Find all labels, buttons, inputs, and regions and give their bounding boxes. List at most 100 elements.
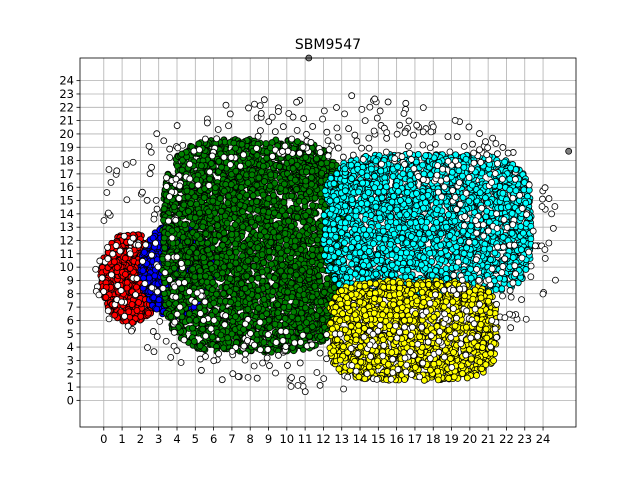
data-point bbox=[278, 207, 286, 215]
data-point bbox=[209, 197, 217, 205]
data-point bbox=[140, 274, 147, 282]
data-point bbox=[224, 199, 232, 207]
data-point bbox=[272, 282, 280, 290]
data-point bbox=[253, 198, 261, 206]
data-point bbox=[246, 240, 254, 248]
data-point bbox=[277, 255, 285, 263]
data-point bbox=[226, 262, 234, 270]
data-point bbox=[192, 316, 200, 324]
data-point bbox=[276, 163, 283, 170]
data-point bbox=[252, 256, 260, 263]
data-point bbox=[213, 215, 221, 223]
data-point bbox=[295, 232, 303, 240]
data-point bbox=[291, 176, 299, 184]
data-point bbox=[208, 286, 216, 293]
data-points bbox=[92, 54, 573, 396]
data-point bbox=[294, 315, 302, 323]
data-point bbox=[296, 286, 304, 294]
data-point bbox=[123, 284, 131, 292]
data-point bbox=[296, 324, 304, 332]
data-point bbox=[317, 298, 325, 306]
data-point bbox=[191, 214, 199, 222]
data-point bbox=[249, 192, 257, 200]
data-point bbox=[183, 187, 191, 195]
data-point bbox=[135, 299, 142, 306]
data-point bbox=[145, 309, 152, 317]
data-point bbox=[133, 283, 140, 291]
data-point bbox=[254, 286, 262, 294]
data-point bbox=[102, 293, 110, 301]
data-point bbox=[250, 262, 258, 270]
data-point bbox=[196, 209, 204, 217]
data-point bbox=[239, 243, 247, 250]
data-point bbox=[196, 267, 204, 275]
data-point bbox=[271, 179, 279, 187]
data-point bbox=[319, 316, 327, 324]
data-point bbox=[281, 230, 289, 237]
data-point bbox=[228, 231, 236, 238]
data-point bbox=[193, 231, 201, 239]
data-point bbox=[281, 314, 289, 322]
data-point bbox=[246, 205, 254, 213]
data-point bbox=[269, 288, 277, 295]
data-point bbox=[318, 169, 326, 177]
data-point bbox=[203, 278, 211, 286]
data-point bbox=[254, 292, 262, 300]
data-point bbox=[309, 252, 316, 259]
data-point bbox=[267, 238, 275, 246]
data-point bbox=[258, 268, 266, 276]
data-point bbox=[200, 254, 207, 262]
data-point bbox=[303, 319, 310, 327]
data-point bbox=[220, 229, 228, 237]
data-point bbox=[189, 265, 197, 273]
data-point bbox=[117, 308, 125, 316]
data-point bbox=[235, 173, 243, 181]
data-point bbox=[280, 180, 288, 188]
data-point bbox=[292, 298, 300, 306]
data-point bbox=[291, 237, 299, 245]
data-point bbox=[161, 244, 169, 252]
data-point bbox=[270, 191, 277, 199]
data-point bbox=[258, 251, 266, 259]
data-point bbox=[126, 264, 134, 272]
data-point bbox=[272, 221, 280, 229]
data-point bbox=[245, 225, 253, 233]
data-point bbox=[236, 193, 244, 200]
data-point bbox=[308, 258, 316, 266]
data-point bbox=[179, 233, 187, 241]
data-point bbox=[198, 162, 205, 170]
data-point bbox=[227, 298, 235, 306]
data-point bbox=[293, 185, 300, 193]
data-point bbox=[111, 311, 119, 319]
data-point bbox=[248, 171, 256, 179]
data-point bbox=[230, 205, 238, 213]
data-point bbox=[244, 305, 252, 313]
data-point bbox=[160, 234, 168, 242]
data-point bbox=[266, 254, 273, 262]
data-point bbox=[210, 299, 218, 307]
data-point bbox=[238, 140, 246, 148]
data-point bbox=[289, 165, 297, 172]
data-point bbox=[261, 178, 268, 185]
data-point bbox=[243, 191, 251, 199]
data-point bbox=[294, 138, 301, 145]
data-point bbox=[220, 344, 228, 352]
data-point bbox=[274, 309, 282, 317]
data-point bbox=[213, 253, 221, 261]
data-point bbox=[133, 307, 141, 314]
data-point bbox=[291, 243, 299, 250]
data-point bbox=[188, 182, 196, 189]
data-point bbox=[170, 264, 178, 272]
data-point bbox=[121, 254, 129, 262]
data-point bbox=[231, 221, 239, 229]
data-point bbox=[267, 260, 275, 268]
data-point bbox=[271, 274, 278, 282]
data-point bbox=[311, 282, 319, 290]
data-point bbox=[261, 228, 268, 236]
data-point bbox=[305, 188, 313, 196]
data-point bbox=[185, 310, 193, 318]
data-point bbox=[263, 310, 271, 318]
data-point bbox=[260, 338, 268, 346]
data-point bbox=[213, 271, 221, 279]
